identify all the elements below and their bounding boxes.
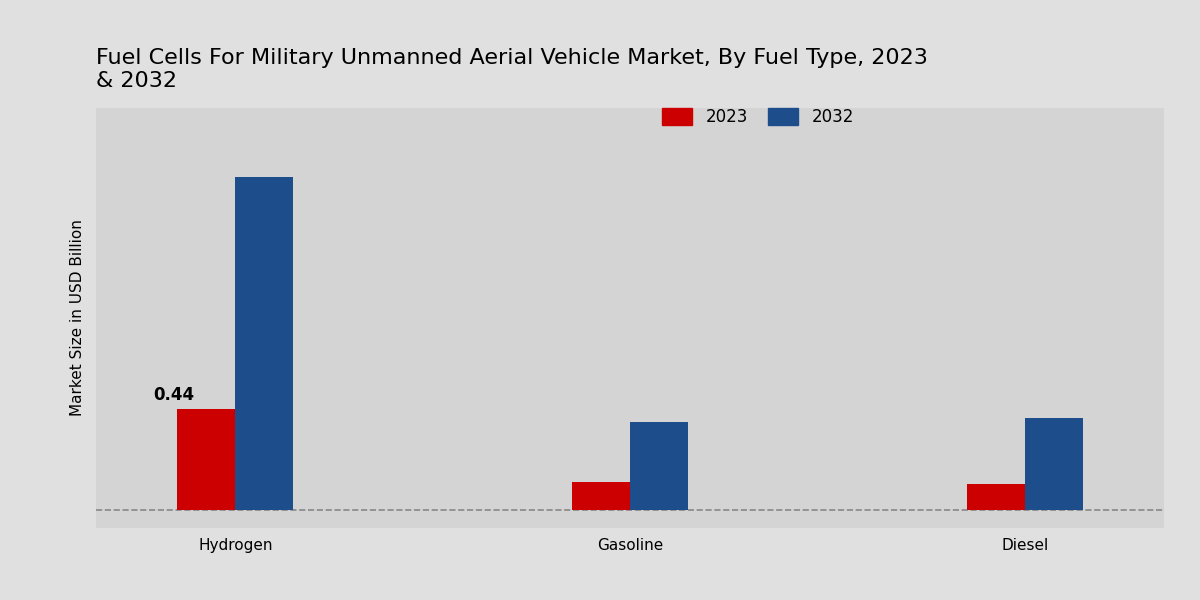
- Bar: [967, 484, 1025, 509]
- Text: Fuel Cells For Military Unmanned Aerial Vehicle Market, By Fuel Type, 2023
& 203: Fuel Cells For Military Unmanned Aerial …: [96, 48, 928, 91]
- Bar: [1025, 418, 1082, 509]
- Text: 0.44: 0.44: [154, 386, 194, 404]
- Bar: [178, 409, 235, 509]
- Bar: [572, 482, 630, 509]
- Legend: 2023, 2032: 2023, 2032: [662, 108, 854, 126]
- Bar: [235, 177, 293, 509]
- Bar: [630, 422, 688, 509]
- Y-axis label: Market Size in USD Billion: Market Size in USD Billion: [70, 220, 85, 416]
